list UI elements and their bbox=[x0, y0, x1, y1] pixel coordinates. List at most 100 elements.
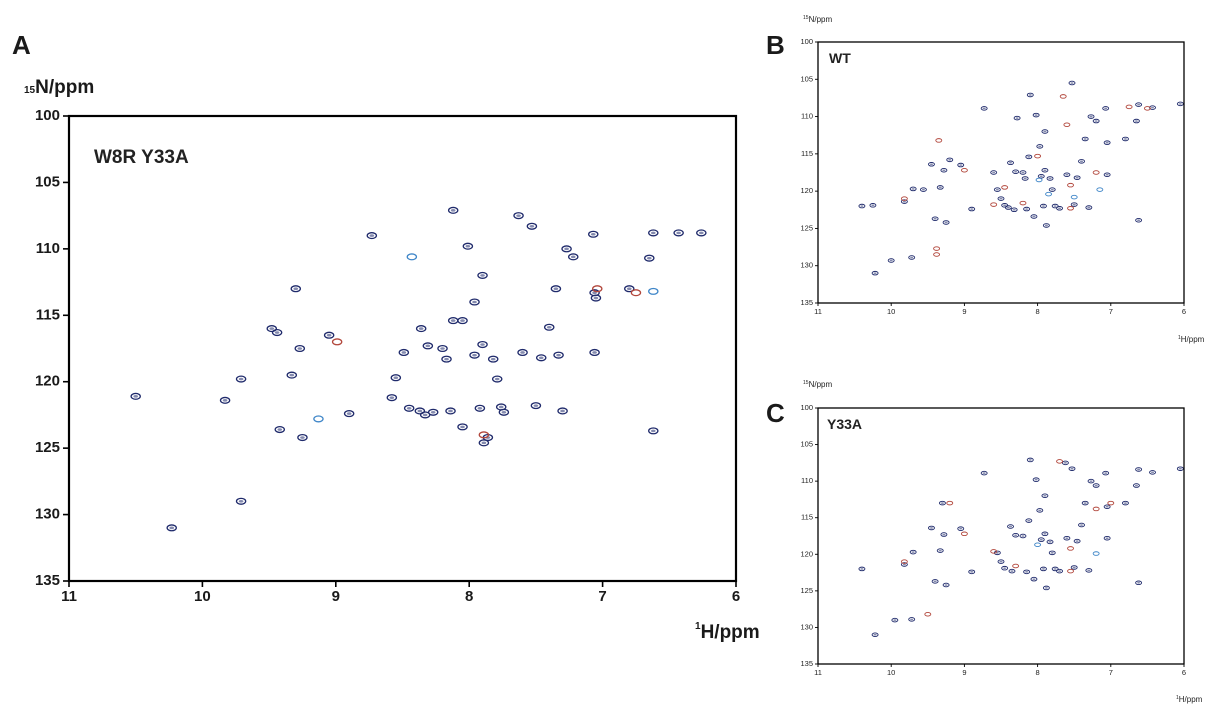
peak-b-1-0 bbox=[900, 196, 908, 201]
plot-frame-a bbox=[67, 114, 738, 583]
y-tick-label-b-2: 110 bbox=[801, 112, 813, 121]
peak-core-b-57 bbox=[1137, 219, 1141, 222]
peak-core-b-5 bbox=[910, 256, 914, 259]
peak-a-0-22 bbox=[422, 342, 434, 350]
peak-c-0-6 bbox=[928, 525, 935, 531]
peak-c-0-38 bbox=[1063, 535, 1071, 541]
peak-c-0-5 bbox=[909, 549, 917, 555]
tick-layer-a: 11 10 9 8 7 6 100 105 110 115 120 125 130 135 bbox=[35, 107, 740, 605]
peak-core-b-4 bbox=[902, 200, 906, 203]
peak-core-b-60 bbox=[1178, 103, 1182, 105]
peak-core-b-55 bbox=[1123, 138, 1127, 140]
peak-a-0-2 bbox=[219, 396, 231, 404]
peak-b-0-45 bbox=[1070, 202, 1078, 207]
peak-core-b-12 bbox=[944, 221, 948, 224]
peak-b-0-59 bbox=[1149, 105, 1156, 110]
peak-core-b-0 bbox=[860, 205, 864, 207]
peak-b-0-40 bbox=[1048, 187, 1056, 192]
x-tick-label-c-2: 9 bbox=[962, 668, 966, 677]
peak-a-1-2 bbox=[592, 285, 603, 293]
peak-core-a-25 bbox=[444, 357, 449, 361]
peak-c-0-48 bbox=[1103, 504, 1111, 509]
peak-core-b-30 bbox=[1028, 94, 1032, 96]
peak-c-0-34 bbox=[1048, 550, 1056, 556]
x-tick-label-b-1: 10 bbox=[887, 307, 895, 316]
peak-c-0-2 bbox=[891, 617, 899, 623]
peak-core-c-11 bbox=[944, 584, 948, 586]
x-tick-label-a-5: 6 bbox=[732, 588, 740, 605]
peak-core-a-49 bbox=[553, 287, 559, 291]
peak-c-0-40 bbox=[1070, 565, 1078, 570]
peak-core-c-27 bbox=[1038, 509, 1042, 512]
peak-core-a-23 bbox=[430, 410, 436, 414]
peak-a-0-60 bbox=[648, 427, 659, 435]
x-tick-label-b-2: 9 bbox=[962, 307, 966, 316]
peak-core-a-37 bbox=[481, 441, 487, 445]
peak-c-1-10 bbox=[1107, 500, 1115, 506]
peak-core-a-44 bbox=[520, 351, 525, 354]
peak-core-a-20 bbox=[418, 327, 424, 330]
peak-core-b-29 bbox=[1027, 156, 1031, 158]
peak-c-0-33 bbox=[1046, 539, 1054, 545]
peak-a-0-14 bbox=[366, 232, 378, 240]
peak-b-0-57 bbox=[1135, 217, 1143, 223]
peak-core-b-27 bbox=[1023, 177, 1027, 180]
peak-b-2-1 bbox=[1045, 191, 1053, 197]
peak-b-0-54 bbox=[1103, 172, 1111, 177]
peak-c-0-55 bbox=[1176, 466, 1184, 471]
peak-a-0-52 bbox=[561, 245, 572, 253]
peak-core-b-14 bbox=[959, 164, 963, 166]
peak-c-2-0 bbox=[1034, 542, 1042, 548]
peak-b-0-22 bbox=[1007, 160, 1014, 166]
peak-a-0-15 bbox=[386, 394, 398, 402]
peak-b-1-4 bbox=[960, 168, 968, 173]
peak-core-a-60 bbox=[650, 429, 656, 433]
x-tick-label-c-0: 11 bbox=[814, 668, 822, 677]
tick-layer-c: 11 10 9 8 7 6 100 105 110 115 120 125 130 135 bbox=[800, 403, 1186, 677]
peak-b-0-16 bbox=[980, 106, 988, 111]
peak-core-b-2 bbox=[873, 272, 877, 274]
peak-b-0-56 bbox=[1132, 118, 1140, 124]
peak-core-a-5 bbox=[269, 327, 275, 330]
peak-b-1-7 bbox=[1019, 200, 1027, 206]
peak-core-c-55 bbox=[1178, 467, 1182, 470]
peak-core-b-49 bbox=[1087, 206, 1091, 209]
tick-layer-b: 11 10 9 8 7 6 100 105 110 115 120 125 130 135 bbox=[800, 37, 1186, 316]
peak-core-b-3 bbox=[889, 259, 893, 262]
peak-c-0-19 bbox=[1008, 568, 1016, 574]
peak-c-1-0 bbox=[900, 559, 908, 564]
peak-core-a-54 bbox=[590, 232, 596, 236]
peak-b-0-0 bbox=[858, 203, 866, 209]
peak-a-0-30 bbox=[457, 423, 468, 431]
peak-core-a-48 bbox=[546, 325, 552, 329]
peak-a-0-26 bbox=[445, 407, 456, 415]
peak-a-0-40 bbox=[491, 375, 503, 383]
peak-core-b-33 bbox=[1038, 145, 1042, 148]
peak-a-0-59 bbox=[644, 254, 655, 262]
peak-a-0-1 bbox=[166, 524, 177, 532]
peak-core-c-46 bbox=[1094, 484, 1098, 487]
peak-b-0-32 bbox=[1032, 112, 1040, 118]
peak-c-0-22 bbox=[1023, 569, 1031, 575]
peak-b-0-26 bbox=[1019, 170, 1027, 175]
x-tick-label-c-1: 10 bbox=[887, 668, 895, 677]
peak-core-a-62 bbox=[676, 231, 681, 235]
peak-core-a-16 bbox=[393, 376, 399, 380]
peak-core-a-29 bbox=[460, 319, 465, 322]
peak-b-0-42 bbox=[1056, 206, 1064, 211]
peak-b-0-25 bbox=[1013, 115, 1021, 121]
peak-b-0-21 bbox=[1004, 205, 1012, 210]
peak-a-1-0 bbox=[331, 338, 343, 346]
peak-core-a-24 bbox=[440, 347, 445, 350]
peak-b-1-8 bbox=[1034, 153, 1042, 159]
peak-b-1-13 bbox=[1125, 104, 1133, 110]
peak-core-a-13 bbox=[346, 412, 352, 415]
peak-b-0-3 bbox=[887, 258, 895, 263]
peak-c-0-30 bbox=[1041, 531, 1049, 537]
plot-frame-b bbox=[817, 41, 1185, 304]
peak-b-0-50 bbox=[1087, 114, 1095, 119]
peak-b-0-10 bbox=[936, 185, 944, 190]
peak-b-0-52 bbox=[1102, 106, 1110, 111]
peak-b-0-24 bbox=[1012, 169, 1020, 175]
peak-core-c-3 bbox=[902, 563, 906, 566]
